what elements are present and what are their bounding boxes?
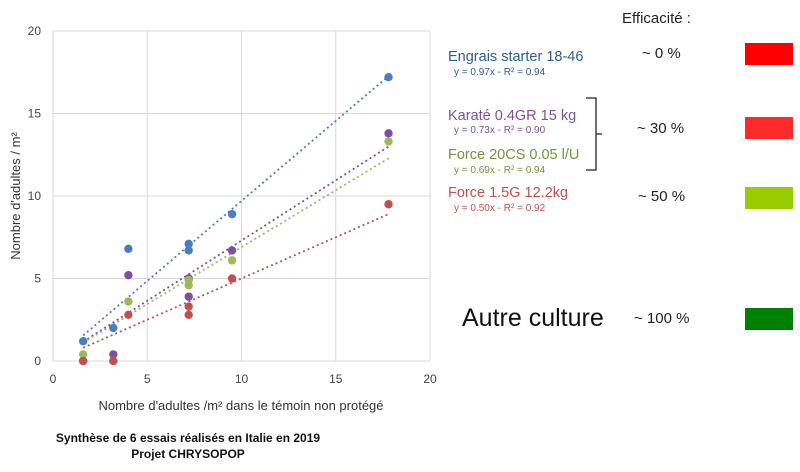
efficacy-swatch-autre: [745, 308, 793, 330]
data-point-series-2: [184, 275, 193, 285]
efficacy-header: Efficacité :: [622, 10, 691, 27]
data-point-series-0: [124, 244, 133, 253]
data-point-series-2: [384, 137, 393, 146]
tick-labels: 00 5 5 10 10 15 15 20 20: [28, 24, 437, 386]
x-tick-label: 15: [329, 372, 343, 386]
data-point-series-3: [109, 356, 118, 366]
y-tick-label: 15: [28, 107, 42, 121]
data-point-series-0: [78, 337, 88, 346]
legend-force15-equation: y = 0.50x - R² = 0.92: [454, 203, 546, 214]
data-point-series-1: [109, 350, 118, 359]
legend-engrais-equation: y = 0.97x - R² = 0.94: [454, 67, 546, 78]
y-tick-label: 20: [28, 24, 42, 38]
grid-lines: [52, 30, 431, 362]
data-point-series-3: [124, 310, 133, 319]
x-tick-label: 0: [50, 372, 57, 386]
data-point-series-0: [184, 246, 193, 255]
trend-line-series-1: [82, 145, 390, 343]
data-point-series-3: [384, 200, 393, 209]
efficacy-value-engrais: ~ 0 %: [642, 45, 681, 62]
y-tick-label: 0: [34, 354, 41, 368]
trend-line-series-3: [82, 213, 389, 349]
trend-lines: [82, 75, 390, 349]
data-point-series-1: [384, 129, 393, 138]
efficacy-value-karate-force20: ~ 30 %: [637, 120, 685, 137]
data-point-series-3: [184, 302, 193, 311]
trend-line-series-0: [82, 75, 390, 337]
data-point-series-1: [124, 271, 133, 280]
legend-engrais: Engrais starter 18-46: [448, 49, 584, 65]
y-axis-label: Nombre d'adultes / m²: [8, 132, 23, 260]
efficacy-value-autre: ~ 100 %: [634, 310, 690, 327]
caption-line-2: Projet CHRYSOPOP: [131, 447, 245, 461]
data-point-series-2: [227, 256, 237, 265]
data-point-series-1: [184, 292, 193, 301]
legend-force20-equation: y = 0.69x - R² = 0.94: [454, 165, 546, 176]
autre-culture-label: Autre culture: [462, 304, 604, 332]
group-bracket: [586, 97, 602, 171]
efficacy-swatch-engrais: [745, 43, 793, 65]
x-axis-label: Nombre d'adultes /m² dans le témoin non …: [98, 398, 383, 413]
x-tick-label: 20: [423, 372, 437, 386]
data-point-series-0: [227, 209, 237, 219]
data-point-series-3: [227, 274, 237, 283]
legend-karate: Karaté 0.4GR 15 kg: [448, 108, 577, 124]
data-point-series-2: [78, 350, 88, 359]
y-tick-label: 10: [28, 189, 42, 203]
data-points: [78, 73, 393, 366]
data-point-series-3: [184, 310, 193, 319]
data-point-series-1: [227, 246, 237, 255]
efficacy-swatch-force15: [745, 187, 793, 209]
caption-line-1: Synthèse de 6 essais réalisés en Italie …: [55, 431, 321, 445]
legend-karate-equation: y = 0.73x - R² = 0.90: [454, 125, 546, 136]
data-point-series-3: [78, 356, 88, 366]
efficacy-swatch-karate-force20: [745, 117, 793, 139]
data-point-series-0: [184, 239, 193, 249]
y-tick-label: 5: [34, 272, 41, 286]
data-point-series-0: [384, 73, 393, 82]
x-tick-label: 10: [235, 372, 249, 386]
x-tick-label: 5: [144, 372, 151, 386]
efficacy-value-force15: ~ 50 %: [638, 188, 686, 205]
legend-force15: Force 1.5G 12.2kg: [448, 185, 569, 201]
data-point-series-2: [124, 297, 133, 306]
data-point-series-0: [109, 323, 118, 333]
legend-force20: Force 20CS 0.05 l/U: [448, 147, 580, 163]
